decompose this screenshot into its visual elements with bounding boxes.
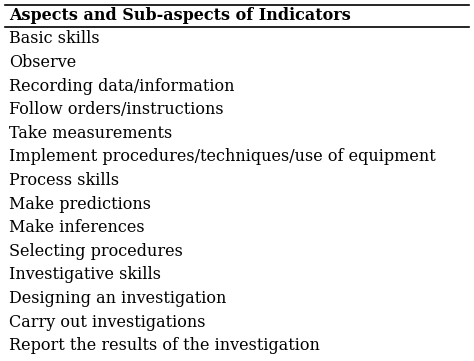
Text: Process skills: Process skills xyxy=(9,172,119,189)
Text: Make predictions: Make predictions xyxy=(9,196,151,213)
Text: Investigative skills: Investigative skills xyxy=(9,266,161,283)
Text: Implement procedures/techniques/use of equipment: Implement procedures/techniques/use of e… xyxy=(9,148,436,165)
Text: Make inferences: Make inferences xyxy=(9,219,145,236)
Text: Carry out investigations: Carry out investigations xyxy=(9,313,206,331)
Text: Aspects and Sub-aspects of Indicators: Aspects and Sub-aspects of Indicators xyxy=(9,7,351,24)
Text: Recording data/information: Recording data/information xyxy=(9,78,235,95)
Text: Follow orders/instructions: Follow orders/instructions xyxy=(9,101,224,118)
Text: Basic skills: Basic skills xyxy=(9,30,100,48)
Text: Take measurements: Take measurements xyxy=(9,125,173,142)
Text: Selecting procedures: Selecting procedures xyxy=(9,243,183,260)
Text: Designing an investigation: Designing an investigation xyxy=(9,290,227,307)
Text: Observe: Observe xyxy=(9,54,77,71)
Text: Report the results of the investigation: Report the results of the investigation xyxy=(9,337,320,354)
